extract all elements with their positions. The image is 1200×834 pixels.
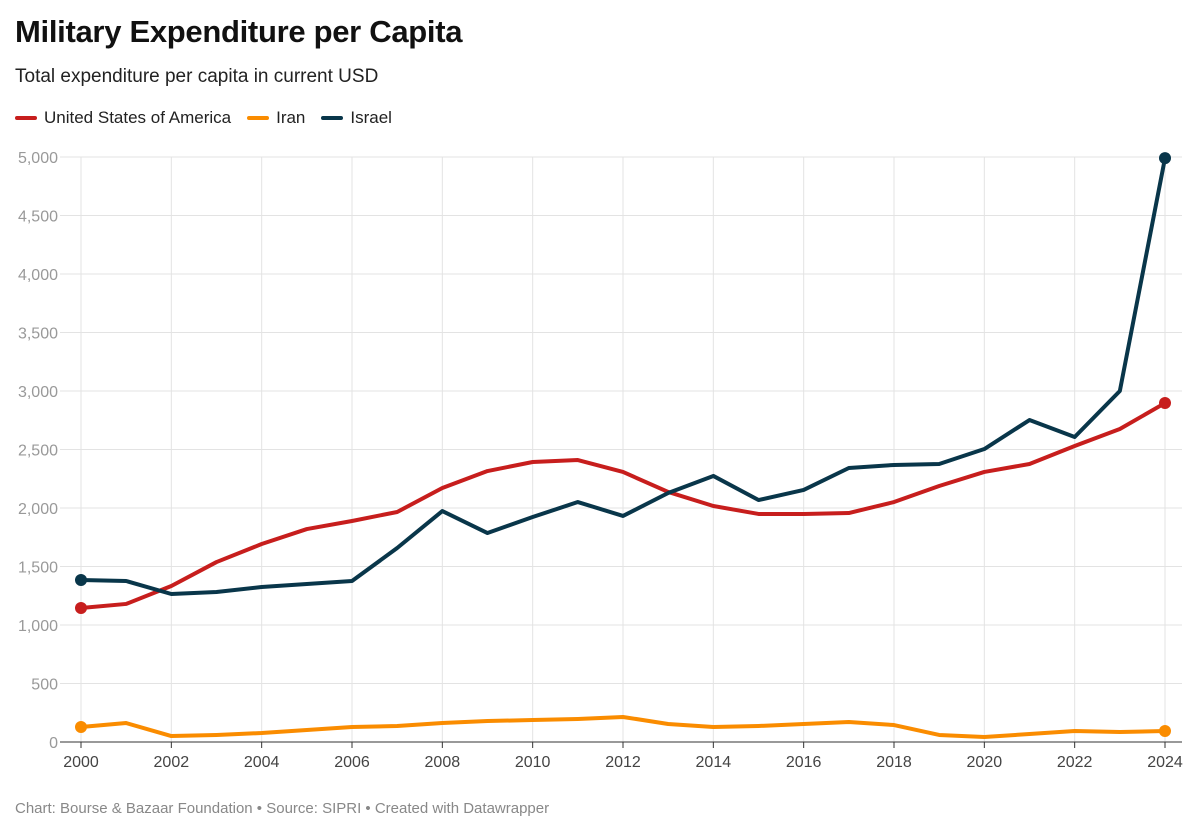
y-tick-label: 0	[49, 735, 58, 752]
series-endpoint-israel	[75, 573, 87, 586]
x-tick-label: 2000	[63, 754, 99, 771]
series-endpoint-iran	[1159, 725, 1171, 738]
y-tick-label: 500	[31, 677, 58, 694]
legend: United States of America Iran Israel	[15, 108, 392, 128]
series-line-usa	[79, 401, 1167, 611]
x-tick-label: 2010	[515, 754, 551, 771]
chart-subtitle: Total expenditure per capita in current …	[15, 66, 379, 87]
x-tick-label: 2006	[334, 754, 370, 771]
x-tick-label: 2020	[967, 754, 1003, 771]
series-endpoint-usa	[1159, 397, 1171, 410]
x-tick-label: 2022	[1057, 754, 1093, 771]
x-tick-label: 2012	[605, 754, 641, 771]
legend-label-israel: Israel	[350, 108, 392, 127]
y-tick-label: 1,000	[18, 618, 58, 635]
legend-label-usa: United States of America	[44, 108, 232, 127]
y-tick-label: 5,000	[18, 150, 58, 167]
legend-swatch-israel	[321, 116, 344, 120]
series-line-iran	[79, 714, 1167, 739]
x-tick-label: 2002	[154, 754, 190, 771]
y-tick-label: 4,000	[18, 267, 58, 284]
y-tick-label: 3,500	[18, 326, 58, 343]
x-tick-label: 2014	[696, 754, 732, 771]
series-endpoint-usa	[75, 602, 87, 615]
legend-swatch-usa	[15, 116, 37, 120]
y-tick-label: 2,000	[18, 501, 58, 518]
y-tick-label: 3,000	[18, 384, 58, 401]
x-tick-label: 2024	[1147, 754, 1183, 771]
y-tick-label: 1,500	[18, 560, 58, 577]
legend-item-israel: Israel	[321, 108, 392, 128]
x-tick-label: 2004	[244, 754, 280, 771]
legend-label-iran: Iran	[276, 108, 306, 127]
chart-title: Military Expenditure per Capita	[15, 14, 463, 49]
legend-item-usa: United States of America	[15, 108, 231, 128]
legend-item-iran: Iran	[247, 108, 305, 128]
series-line-israel	[79, 156, 1167, 596]
x-tick-label: 2016	[786, 754, 822, 771]
y-tick-label: 4,500	[18, 209, 58, 226]
legend-swatch-iran	[247, 116, 270, 120]
chart-footer: Chart: Bourse & Bazaar Foundation • Sour…	[15, 800, 550, 817]
series-endpoint-iran	[75, 721, 87, 734]
y-tick-label: 2,500	[18, 443, 58, 460]
x-tick-label: 2008	[425, 754, 461, 771]
x-tick-label: 2018	[876, 754, 912, 771]
series-endpoint-israel	[1159, 152, 1171, 165]
